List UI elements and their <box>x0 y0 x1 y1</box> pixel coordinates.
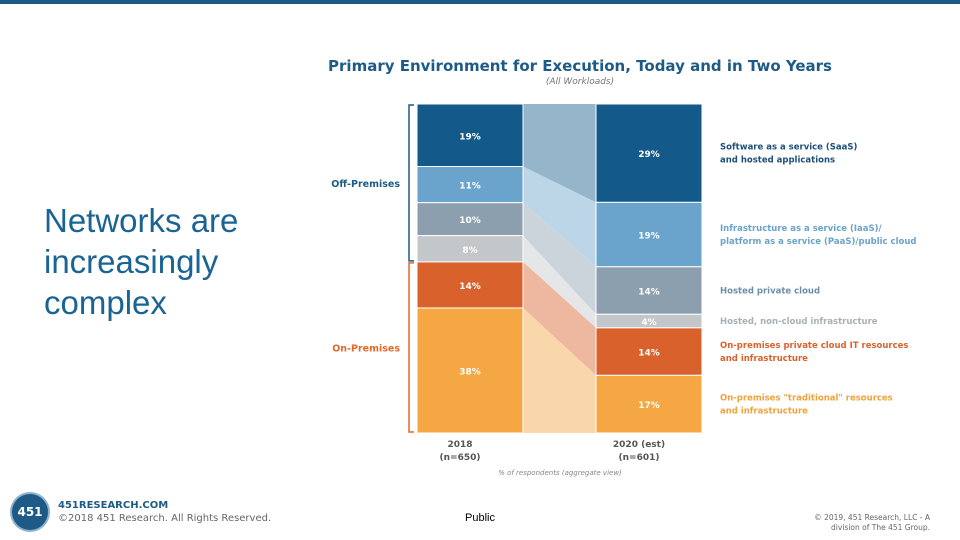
bar-segment-2-3 <box>595 266 703 315</box>
connector-2 <box>523 166 596 267</box>
group-label-2: On-Premises <box>332 343 400 354</box>
connector-5 <box>523 261 596 376</box>
footer-legal: © 2019, 451 Research, LLC - A division o… <box>780 513 930 533</box>
bar-segment-2-5 <box>595 327 703 376</box>
bar-value-label-1-1: 19% <box>459 132 481 142</box>
bar-segment-2-6 <box>595 374 703 434</box>
legend-label-line: and infrastructure <box>720 407 808 417</box>
footer-legal-line-2: division of The 451 Group. <box>831 523 930 532</box>
bar-segment-2-2 <box>595 201 703 268</box>
slide-title: Networks are increasingly complex <box>44 202 239 321</box>
footer-site-link[interactable]: 451RESEARCH.COM <box>58 500 169 511</box>
logo-icon: 451 <box>12 494 48 530</box>
chart-subtitle: (All Workloads) <box>545 77 615 87</box>
bar-value-label-2-6: 17% <box>638 401 660 411</box>
connector-4 <box>523 235 596 328</box>
bar-value-label-2-4: 4% <box>641 318 656 328</box>
top-rule <box>0 0 960 4</box>
footer-legal-line-1: © 2019, 451 Research, LLC - A <box>814 513 930 522</box>
x-axis-label: % of respondents (aggregate view) <box>498 469 622 477</box>
legend-label-3: Hosted private cloud <box>720 287 820 297</box>
bar-value-label-1-6: 38% <box>459 367 481 377</box>
bar-value-label-2-2: 19% <box>638 232 660 242</box>
group-bracket-2 <box>408 262 414 433</box>
footer-classification: Public <box>465 512 495 524</box>
legend-label-line: and hosted applications <box>720 156 835 166</box>
bar-value-label-1-2: 11% <box>459 182 481 192</box>
group-label-1: Off-Premises <box>331 179 400 190</box>
legend-label-line: Infrastructure as a service (IaaS)/ <box>720 224 882 234</box>
bar-value-label-2-1: 29% <box>638 150 660 160</box>
footer-copyright: ©2018 451 Research. All Rights Reserved. <box>58 513 272 524</box>
bar-value-label-1-5: 14% <box>459 282 481 292</box>
legend-label-5: On-premises private cloud IT resources an… <box>720 341 908 364</box>
bar-segment-1-4 <box>416 235 524 263</box>
group-bracket-1 <box>408 104 414 262</box>
chart-title: Primary Environment for Execution, Today… <box>328 57 832 75</box>
legend-label-line: Software as a service (SaaS) <box>720 143 858 153</box>
legend-label-6: On-premises "traditional" resources and i… <box>720 394 893 417</box>
legend-label-line: On-premises "traditional" resources <box>720 394 893 404</box>
category-n-1: (n=650) <box>440 453 481 463</box>
bar-value-label-2-3: 14% <box>638 288 660 298</box>
bar-segment-1-2 <box>416 166 524 204</box>
bar-value-label-1-3: 10% <box>459 216 481 226</box>
legend-label-2: Infrastructure as a service (IaaS)/ platf… <box>720 224 916 247</box>
legend-label-line: On-premises private cloud IT resources <box>720 341 908 351</box>
bar-value-label-2-5: 14% <box>638 349 660 359</box>
bar-segment-1-1 <box>416 103 524 168</box>
bar-value-label-1-4: 8% <box>462 246 477 256</box>
bar-segment-2-1 <box>595 103 703 203</box>
connector-6 <box>523 307 596 433</box>
legend-label-line: platform as a service (PaaS)/public clou… <box>720 237 916 247</box>
legend-label-4: Hosted, non-cloud infrastructure <box>720 317 878 327</box>
bar-segment-1-6 <box>416 307 524 434</box>
category-label-1: 2018 <box>447 440 472 450</box>
bar-segment-1-3 <box>416 202 524 237</box>
category-n-2: (n=601) <box>619 453 660 463</box>
legend-label-line: Hosted, non-cloud infrastructure <box>720 317 878 327</box>
legend-label-line: Hosted private cloud <box>720 287 820 297</box>
category-label-2: 2020 (est) <box>613 440 665 450</box>
legend-label-1: Software as a service (SaaS) and hosted a… <box>720 143 858 166</box>
connector-3 <box>523 202 596 315</box>
connector-1 <box>523 104 596 203</box>
legend-label-line: and infrastructure <box>720 354 808 364</box>
bar-segment-1-5 <box>416 261 524 309</box>
